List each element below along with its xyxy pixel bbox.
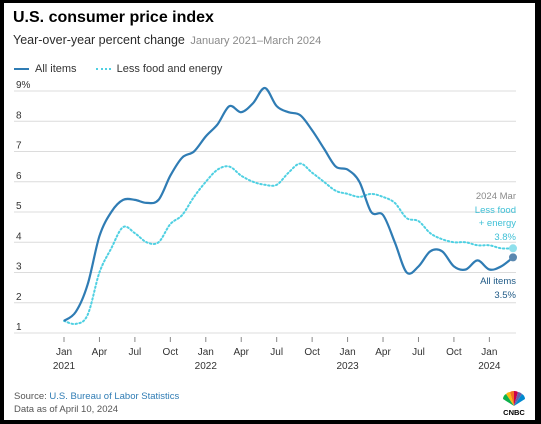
x-tick-label: Apr [233, 347, 249, 358]
source-link[interactable]: U.S. Bureau of Labor Statistics [49, 391, 180, 402]
legend-item-all-items: All items [14, 63, 77, 75]
x-tick-label: Apr [92, 347, 108, 358]
subtitle-text: Year-over-year percent change [13, 33, 185, 47]
gridlines [14, 90, 516, 334]
x-tick-label: Jan [340, 347, 356, 358]
y-tick-label: 6 [16, 171, 22, 182]
y-tick-label: 8 [16, 110, 22, 121]
chart-title: U.S. consumer price index [13, 9, 214, 26]
x-tick-label: Jul [412, 347, 425, 358]
data-as-of: Data as of April 10, 2024 [14, 404, 119, 415]
logo-text: CNBC [503, 408, 525, 417]
y-tick-label: 5 [16, 201, 22, 212]
x-tick-label: Oct [446, 347, 462, 358]
x-tick-label: Apr [375, 347, 391, 358]
y-tick-label: 9% [16, 80, 31, 91]
x-axis: Jan Apr Jul Oct Jan Apr Jul Oct Jan Apr Jul Oct Jan 2… [53, 337, 501, 372]
x-tick-label: Oct [163, 347, 179, 358]
x-year-label: 2024 [478, 361, 501, 372]
series-lines [63, 86, 514, 326]
chart-subtitle: Year-over-year percent change January 20… [13, 33, 321, 47]
x-tick-label: Jan [481, 347, 497, 358]
footer: Source: U.S. Bureau of Labor Statistics … [14, 390, 179, 416]
end-marker-all-items [509, 253, 517, 262]
annotation-all-value: 3.5% [494, 290, 516, 301]
y-tick-label: 4 [16, 231, 22, 242]
end-annotations: 2024 Mar Less food + energy 3.8% All ite… [475, 191, 517, 301]
y-tick-label: 7 [16, 141, 22, 152]
chart-card: U.S. consumer price index Year-over-year… [4, 3, 535, 420]
y-tick-label: 2 [16, 292, 22, 303]
peacock-icon [503, 390, 525, 406]
legend-label-core: Less food and energy [116, 63, 223, 76]
end-marker-core [509, 244, 517, 253]
end-markers [509, 244, 517, 262]
x-year-label: 2023 [336, 361, 359, 372]
y-axis: 1 2 3 4 5 6 7 8 9% [16, 80, 31, 333]
x-tick-label: Jul [270, 347, 283, 358]
annotation-date: 2024 Mar [476, 191, 516, 202]
x-tick-label: Jan [198, 347, 214, 358]
cnbc-logo: CNBC [497, 390, 531, 418]
x-year-label: 2022 [195, 361, 218, 372]
x-year-label: 2021 [53, 361, 76, 372]
legend-swatch-solid [14, 68, 29, 71]
legend-item-core: Less food and energy [95, 63, 223, 76]
annotation-core-value: 3.8% [494, 232, 516, 243]
x-tick-label: Oct [304, 347, 320, 358]
series-line-all-items [63, 86, 514, 322]
date-range: January 2021–March 2024 [190, 35, 322, 47]
legend: All items Less food and energy [14, 63, 238, 79]
y-tick-label: 1 [16, 322, 22, 333]
source-prefix: Source: [14, 391, 47, 402]
source-line: Source: U.S. Bureau of Labor Statistics [14, 390, 179, 403]
annotation-core-line2: + energy [479, 218, 516, 229]
x-tick-label: Jul [128, 347, 141, 358]
series-line-core [63, 162, 514, 326]
annotation-all-label: All items [480, 276, 516, 287]
annotation-core-line1: Less food [475, 205, 516, 216]
y-tick-label: 3 [16, 262, 22, 273]
x-tick-label: Jan [56, 347, 72, 358]
legend-label-all-items: All items [35, 63, 77, 76]
legend-swatch-dotted [95, 68, 111, 71]
cpi-line-chart: 1 2 3 4 5 6 7 8 9% Jan Apr Jul Oct Jan Apr Jul Oct Jan Ap… [14, 80, 517, 372]
